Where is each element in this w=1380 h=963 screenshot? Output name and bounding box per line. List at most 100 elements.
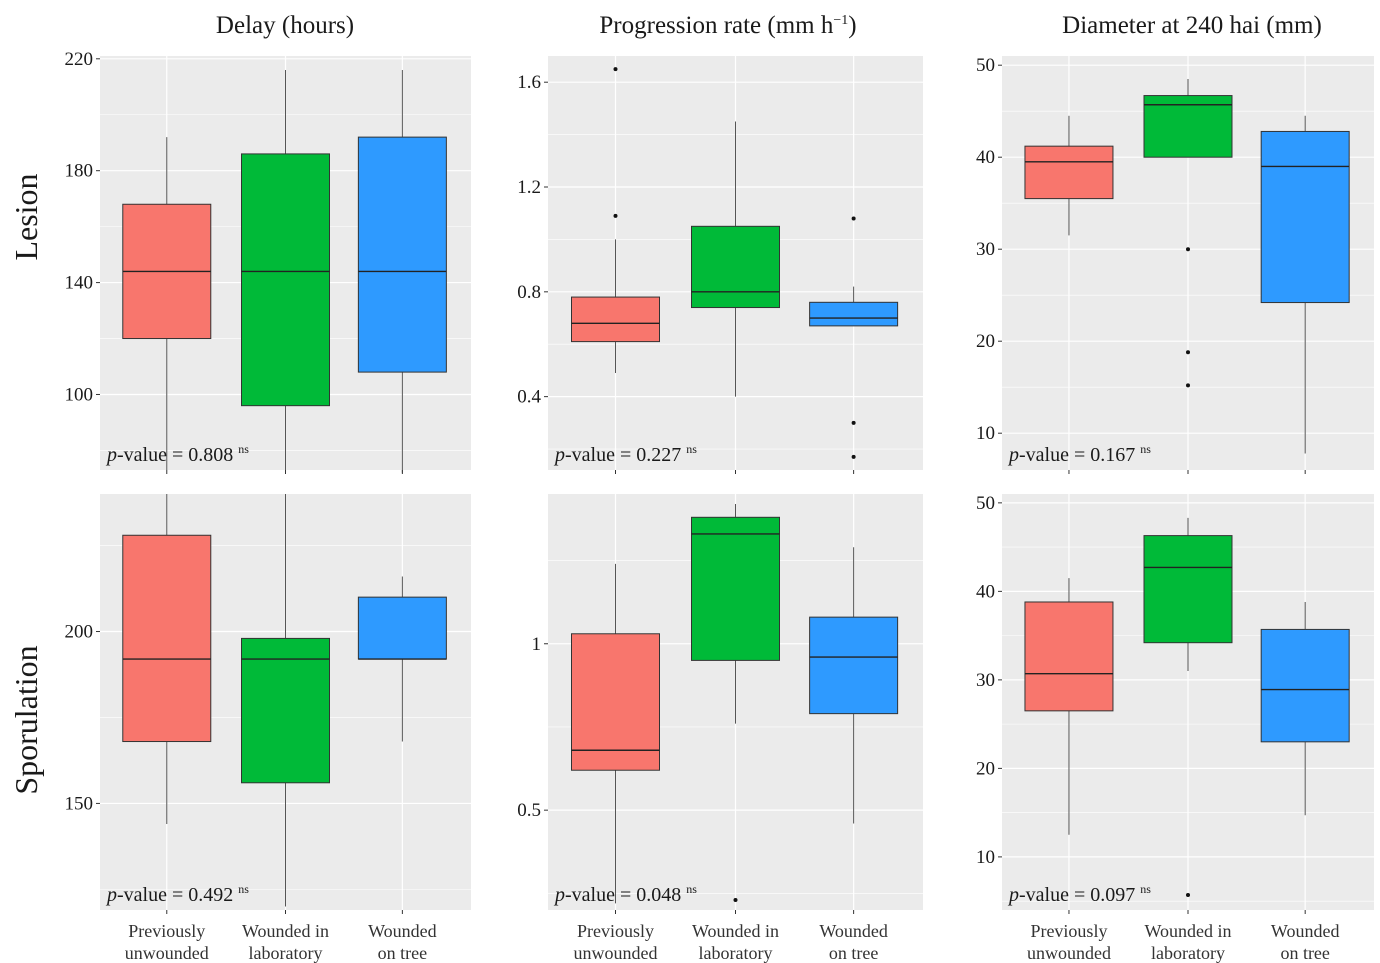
y-tick-label: 20 xyxy=(976,331,995,352)
p-value-annotation: p-value = 0.167 ns xyxy=(1007,442,1151,466)
y-tick-label: 100 xyxy=(65,384,94,405)
y-tick-label: 140 xyxy=(65,273,94,294)
x-category-label: Previously xyxy=(577,921,654,941)
y-tick-label: 150 xyxy=(65,793,94,814)
box-2 xyxy=(357,576,447,742)
p-value-annotation: p-value = 0.097 ns xyxy=(1007,882,1151,906)
x-category-label: Previously xyxy=(128,921,205,941)
interquartile-box xyxy=(357,596,447,660)
box-1 xyxy=(241,69,330,473)
outlier-point xyxy=(733,898,738,903)
interquartile-box xyxy=(1024,145,1114,200)
box-1 xyxy=(691,503,780,903)
box-0 xyxy=(122,494,212,825)
y-tick-label: 0.4 xyxy=(517,387,541,408)
column-titles: Delay (hours) Progression rate (mm h−1) … xyxy=(216,12,1322,39)
interquartile-box xyxy=(1260,130,1350,304)
box-2 xyxy=(809,547,899,824)
y-tick-label: 1.6 xyxy=(517,72,541,93)
interquartile-box xyxy=(691,516,780,661)
x-category-label: on tree xyxy=(1280,943,1329,963)
y-tick-label: 50 xyxy=(976,55,995,76)
x-category-label: Wounded xyxy=(1271,921,1340,941)
interquartile-box xyxy=(809,616,899,715)
chart-panel: 100 140 180 220 p-value = 0.808 ns xyxy=(65,49,471,474)
y-tick-label: 40 xyxy=(976,147,995,168)
y-tick-label: 0.8 xyxy=(517,282,541,303)
outlier-point xyxy=(1186,247,1190,252)
y-tick-label: 10 xyxy=(976,847,995,868)
box-0 xyxy=(1024,115,1114,236)
box-1 xyxy=(691,121,780,397)
x-category-label: on tree xyxy=(829,943,878,963)
y-tick-label: 1.2 xyxy=(517,177,541,198)
x-category-label: Wounded xyxy=(368,921,437,941)
p-value-annotation: p-value = 0.048 ns xyxy=(553,882,697,906)
y-tick-label: 180 xyxy=(65,161,94,182)
interquartile-box xyxy=(1143,535,1233,644)
outlier-point xyxy=(613,213,618,218)
column-title-progression-suffix: ) xyxy=(848,12,856,39)
box-2 xyxy=(357,69,447,473)
box-0 xyxy=(1024,578,1114,835)
interquartile-box xyxy=(122,534,212,743)
x-category-label: unwounded xyxy=(125,943,209,963)
outlier-point xyxy=(851,454,856,459)
x-category-label: on tree xyxy=(378,943,427,963)
x-category-label: laboratory xyxy=(1151,943,1225,963)
outlier-point xyxy=(613,67,618,72)
y-tick-label: 30 xyxy=(976,670,995,691)
outlier-point xyxy=(851,420,856,425)
row-label-lesion: Lesion xyxy=(8,173,44,260)
x-category-label: Wounded xyxy=(819,921,888,941)
y-tick-label: 200 xyxy=(65,622,94,643)
interquartile-box xyxy=(691,225,780,309)
y-tick-label: 10 xyxy=(976,423,995,444)
interquartile-box xyxy=(1024,601,1114,712)
box-0 xyxy=(571,67,660,374)
row-label-sporulation: Sporulation xyxy=(8,645,44,794)
chart-panel: 0.5 1 p-value = 0.048 ns xyxy=(517,494,923,914)
column-title-diameter: Diameter at 240 hai (mm) xyxy=(1062,12,1322,39)
column-title-progression: Progression rate (mm h−1) xyxy=(599,12,856,39)
interquartile-box xyxy=(357,136,447,373)
box-1 xyxy=(241,494,330,907)
p-value-annotation: p-value = 0.808 ns xyxy=(105,442,249,466)
y-tick-label: 40 xyxy=(976,581,995,602)
interquartile-box xyxy=(1260,628,1350,743)
interquartile-box xyxy=(241,637,330,784)
y-tick-label: 30 xyxy=(976,239,995,260)
chart-panel: 0.4 0.8 1.2 1.6 p-value = 0.227 ns xyxy=(517,56,923,474)
x-category-label: Wounded in xyxy=(692,921,779,941)
x-category-label: Wounded in xyxy=(242,921,329,941)
interquartile-box xyxy=(241,153,330,407)
interquartile-box xyxy=(1143,95,1233,158)
interquartile-box xyxy=(571,296,660,343)
column-title-progression-superscript: −1 xyxy=(833,13,848,28)
p-value-annotation: p-value = 0.227 ns xyxy=(553,442,697,466)
x-category-label: Wounded in xyxy=(1144,921,1231,941)
box-2 xyxy=(1260,115,1350,454)
chart-panel: 150 200 p-value = 0.492 ns xyxy=(65,494,471,914)
chart-panel: 10 20 30 40 50 p-value = 0.167 ns xyxy=(976,55,1374,474)
box-1 xyxy=(1143,79,1233,388)
y-tick-label: 0.5 xyxy=(517,800,541,821)
box-2 xyxy=(809,216,899,459)
box-0 xyxy=(571,563,660,904)
column-title-progression-text: Progression rate (mm h xyxy=(599,12,833,39)
x-category-label: laboratory xyxy=(699,943,773,963)
outlier-point xyxy=(1186,892,1190,897)
interquartile-box xyxy=(571,633,660,771)
outlier-point xyxy=(1186,383,1190,388)
x-category-label: unwounded xyxy=(1027,943,1111,963)
box-2 xyxy=(1260,601,1350,816)
x-category-label: laboratory xyxy=(249,943,323,963)
p-value-annotation: p-value = 0.492 ns xyxy=(105,882,249,906)
box-1 xyxy=(1143,517,1233,897)
x-category-label: unwounded xyxy=(574,943,658,963)
box-0 xyxy=(122,137,212,470)
column-title-delay: Delay (hours) xyxy=(216,12,354,39)
interquartile-box xyxy=(809,301,899,327)
